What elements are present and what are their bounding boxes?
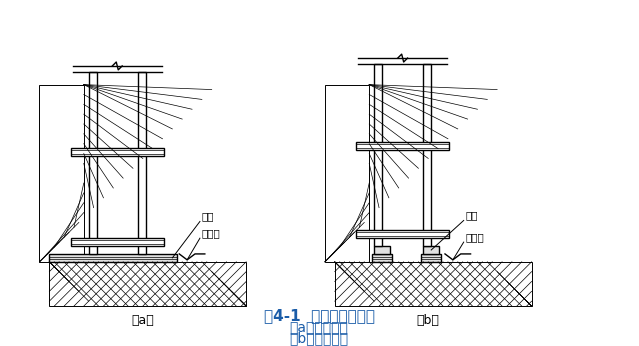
Bar: [138, 72, 146, 254]
Bar: [374, 246, 390, 254]
Bar: [40, 85, 84, 262]
Bar: [374, 64, 382, 246]
Bar: [325, 85, 369, 262]
Text: 垫木: 垫木: [202, 211, 215, 221]
Text: （b）: （b）: [417, 314, 440, 327]
Text: （a）: （a）: [132, 314, 154, 327]
Bar: [49, 262, 246, 306]
Bar: [357, 230, 449, 238]
Text: （a）横铺垫板: （a）横铺垫板: [289, 321, 348, 335]
Text: 图4-1  普通脚手架基底: 图4-1 普通脚手架基底: [263, 308, 374, 324]
Bar: [71, 238, 164, 246]
Text: 垫木: 垫木: [466, 210, 478, 220]
Text: （b）顺铺垫板: （b）顺铺垫板: [289, 331, 348, 346]
Bar: [421, 254, 441, 262]
Bar: [335, 262, 532, 306]
Bar: [372, 254, 392, 262]
Bar: [423, 64, 431, 246]
Text: 排水沟: 排水沟: [466, 232, 484, 242]
Bar: [357, 142, 449, 149]
Bar: [71, 148, 164, 155]
Text: 排水沟: 排水沟: [202, 228, 220, 238]
Bar: [423, 246, 439, 254]
Bar: [49, 254, 177, 262]
Bar: [89, 72, 96, 254]
